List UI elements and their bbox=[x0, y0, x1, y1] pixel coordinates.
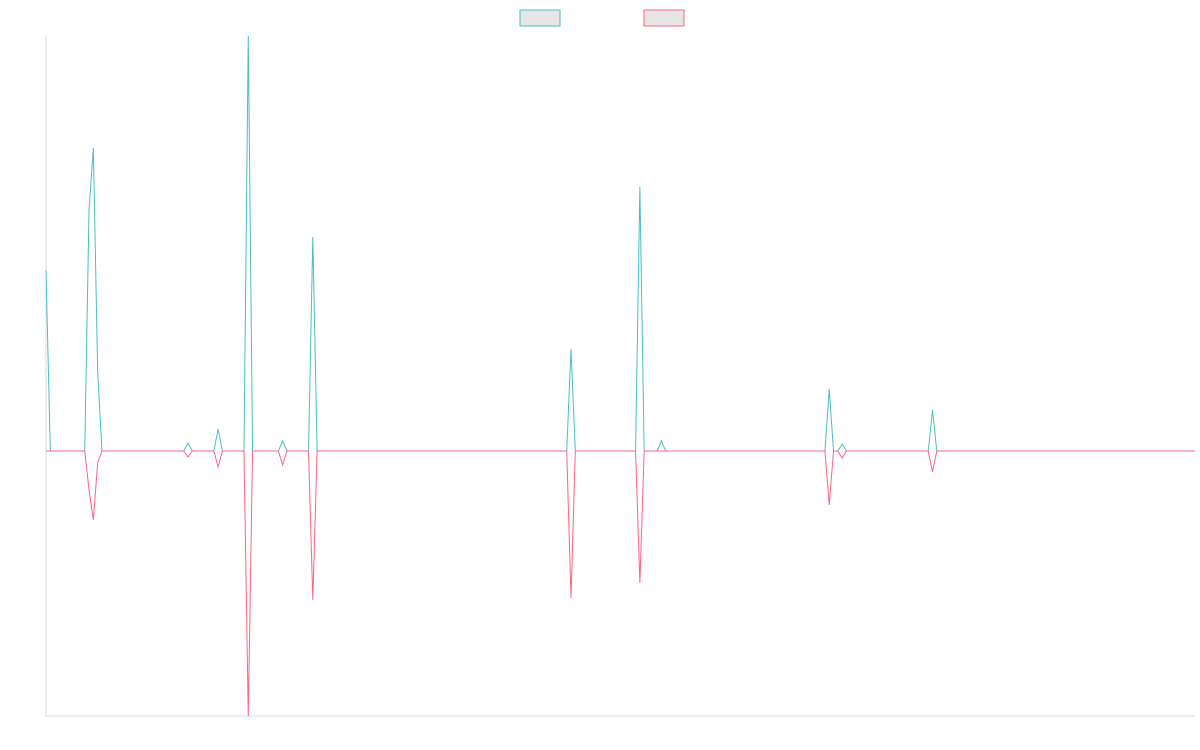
legend-swatch[interactable] bbox=[519, 9, 561, 27]
legend-swatch[interactable] bbox=[643, 9, 685, 27]
series-line bbox=[46, 450, 1195, 717]
series-line bbox=[45, 35, 1195, 452]
